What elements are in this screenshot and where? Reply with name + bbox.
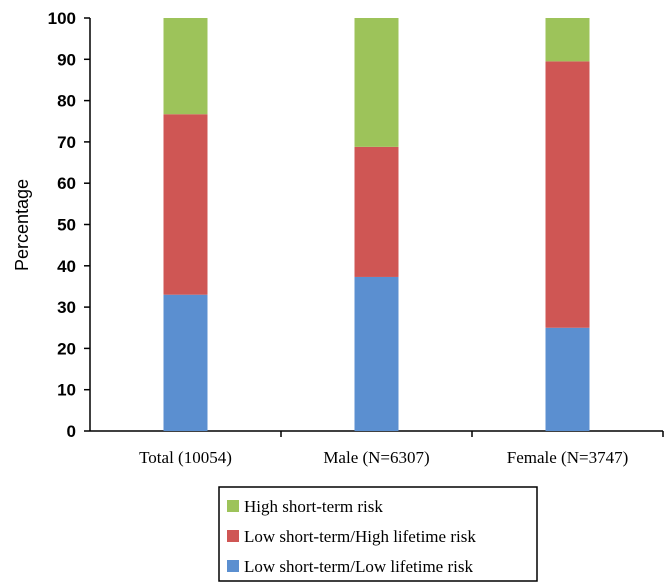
y-tick-label: 20 <box>57 339 76 358</box>
y-tick-label: 90 <box>57 50 76 69</box>
legend-label: Low short-term/Low lifetime risk <box>244 557 473 576</box>
bars <box>163 18 590 431</box>
y-tick-label: 80 <box>57 92 76 111</box>
y-tick-label: 60 <box>57 174 76 193</box>
legend-swatch <box>227 560 239 572</box>
y-tick-label: 70 <box>57 133 76 152</box>
bar-segment <box>354 18 399 147</box>
bar-segment <box>163 294 208 431</box>
x-category-label: Male (N=6307) <box>323 448 429 467</box>
y-axis: 0 10 20 30 40 50 60 70 80 90 100 <box>48 9 91 441</box>
y-axis-title: Percentage <box>12 179 32 271</box>
y-tick-label: 0 <box>67 422 76 441</box>
y-tick-label: 50 <box>57 216 76 235</box>
y-tick-label: 40 <box>57 257 76 276</box>
legend-box <box>218 486 538 582</box>
x-category-label: Total (10054) <box>139 448 232 467</box>
x-axis: Total (10054) Male (N=6307) Female (N=3747… <box>90 430 664 467</box>
legend-swatch <box>227 530 239 542</box>
y-tick-label: 10 <box>57 381 76 400</box>
y-tick-label: 30 <box>57 298 76 317</box>
bar-segment <box>545 18 590 62</box>
bar-segment <box>163 114 208 295</box>
legend-swatch <box>227 500 239 512</box>
legend: High short-term risk Low short-term/High … <box>218 486 538 582</box>
x-category-label: Female (N=3747) <box>507 448 628 467</box>
y-tick-label: 100 <box>48 9 76 28</box>
bar-segment <box>354 146 399 277</box>
bar-segment <box>354 276 399 431</box>
bar-segment <box>163 18 208 115</box>
legend-label: Low short-term/High lifetime risk <box>244 527 476 546</box>
bar-segment <box>545 61 590 328</box>
legend-label: High short-term risk <box>244 497 383 516</box>
bar-segment <box>545 327 590 431</box>
